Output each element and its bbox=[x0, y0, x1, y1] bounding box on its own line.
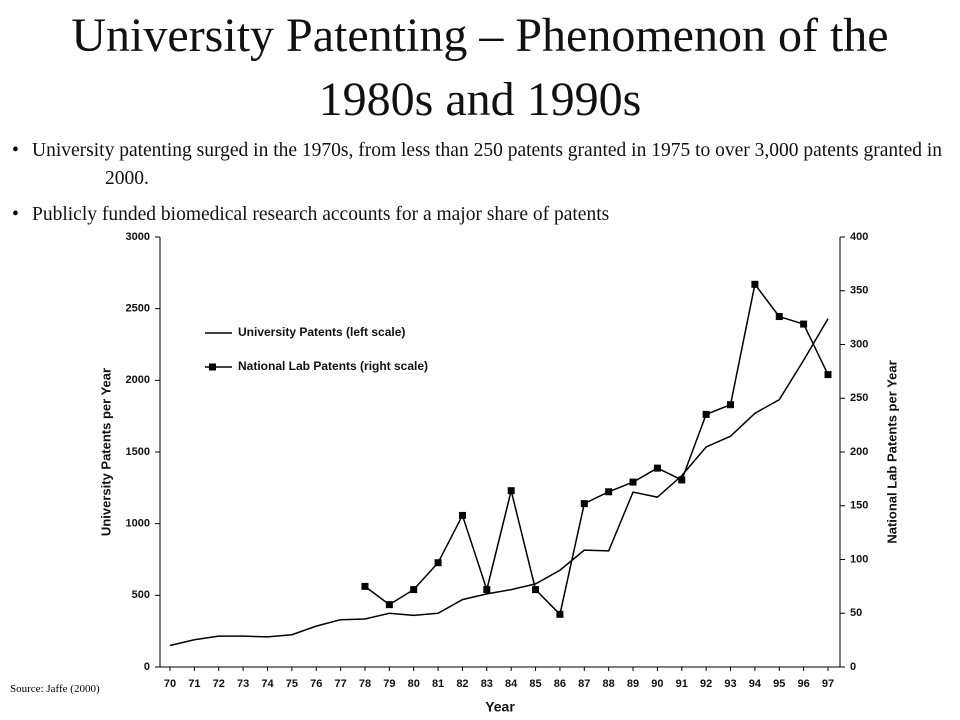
slide-title: University Patenting – Phenomenon of the… bbox=[71, 9, 889, 126]
x-tick-label: 96 bbox=[798, 678, 810, 690]
x-tick-label: 90 bbox=[651, 678, 663, 690]
x-tick-label: 85 bbox=[529, 678, 541, 690]
legend-label: University Patents (left scale) bbox=[238, 325, 405, 339]
y-tick-label: 0 bbox=[144, 661, 150, 673]
point-marker bbox=[775, 313, 783, 321]
x-tick-label: 82 bbox=[456, 678, 468, 690]
x-tick-label: 88 bbox=[603, 678, 615, 690]
point-marker bbox=[580, 500, 588, 508]
x-tick-label: 92 bbox=[700, 678, 712, 690]
source-note: Source: Jaffe (2000) bbox=[10, 683, 100, 695]
y-tick-label: 1000 bbox=[126, 518, 150, 530]
point-marker bbox=[556, 610, 564, 618]
y-tick-label: 2500 bbox=[126, 303, 150, 315]
point-marker bbox=[385, 601, 393, 609]
point-marker bbox=[410, 586, 418, 594]
x-tick-label: 97 bbox=[822, 678, 834, 690]
x-tick-label: 83 bbox=[481, 678, 493, 690]
x-tick-label: 84 bbox=[505, 678, 518, 690]
point-marker bbox=[702, 410, 710, 418]
x-tick-label: 93 bbox=[724, 678, 736, 690]
bullet-text: University patenting surged in the 1970s… bbox=[32, 140, 943, 189]
y2-tick-label: 100 bbox=[850, 553, 868, 565]
bullet-text: Publicly funded biomedical research acco… bbox=[32, 204, 610, 225]
point-marker bbox=[605, 488, 613, 496]
bullet-dot: • bbox=[12, 140, 19, 161]
point-marker bbox=[434, 559, 442, 567]
x-tick-label: 70 bbox=[164, 678, 176, 690]
x-tick-label: 74 bbox=[261, 678, 274, 690]
legend-marker bbox=[209, 363, 216, 371]
x-tick-label: 71 bbox=[188, 678, 200, 690]
x-tick-label: 95 bbox=[773, 678, 785, 690]
x-axis-label: Year bbox=[485, 699, 515, 715]
series-line bbox=[169, 318, 829, 647]
y-tick-label: 500 bbox=[132, 589, 150, 601]
x-tick-label: 79 bbox=[383, 678, 395, 690]
y2-tick-label: 200 bbox=[850, 446, 868, 458]
x-tick-label: 77 bbox=[334, 678, 346, 690]
x-tick-label: 89 bbox=[627, 678, 639, 690]
point-marker bbox=[824, 371, 832, 379]
x-tick-label: 87 bbox=[578, 678, 590, 690]
point-marker bbox=[361, 582, 369, 590]
series-line bbox=[364, 282, 829, 616]
x-tick-label: 80 bbox=[408, 678, 420, 690]
point-marker bbox=[653, 464, 661, 472]
point-marker bbox=[629, 478, 637, 486]
y2-tick-label: 400 bbox=[850, 231, 868, 243]
y2-tick-label: 300 bbox=[850, 338, 868, 350]
y2-axis-label: National Lab Patents per Year bbox=[884, 360, 899, 543]
y2-tick-label: 350 bbox=[850, 285, 868, 297]
y-tick-label: 1500 bbox=[126, 446, 150, 458]
x-tick-label: 73 bbox=[237, 678, 249, 690]
x-tick-label: 91 bbox=[676, 678, 688, 690]
point-marker bbox=[800, 320, 808, 328]
x-tick-label: 81 bbox=[432, 678, 444, 690]
point-marker bbox=[751, 280, 759, 288]
bullet-dot: • bbox=[12, 204, 19, 225]
point-marker bbox=[678, 476, 686, 484]
x-tick-label: 76 bbox=[310, 678, 322, 690]
y2-tick-label: 50 bbox=[850, 607, 862, 619]
y2-tick-label: 150 bbox=[850, 500, 868, 512]
point-marker bbox=[727, 401, 735, 409]
point-marker bbox=[483, 586, 491, 594]
y-tick-label: 3000 bbox=[126, 231, 150, 243]
y-axis-label: University Patents per Year bbox=[98, 368, 113, 536]
x-tick-label: 94 bbox=[749, 678, 762, 690]
y-tick-label: 2000 bbox=[126, 374, 150, 386]
x-tick-label: 86 bbox=[554, 678, 566, 690]
legend-label: National Lab Patents (right scale) bbox=[238, 359, 428, 373]
x-tick-label: 78 bbox=[359, 678, 371, 690]
x-tick-label: 75 bbox=[286, 678, 298, 690]
x-tick-label: 72 bbox=[213, 678, 225, 690]
point-marker bbox=[458, 511, 466, 519]
point-marker bbox=[532, 586, 540, 594]
y2-tick-label: 0 bbox=[850, 661, 856, 673]
y2-tick-label: 250 bbox=[850, 392, 868, 404]
point-marker bbox=[507, 487, 515, 495]
